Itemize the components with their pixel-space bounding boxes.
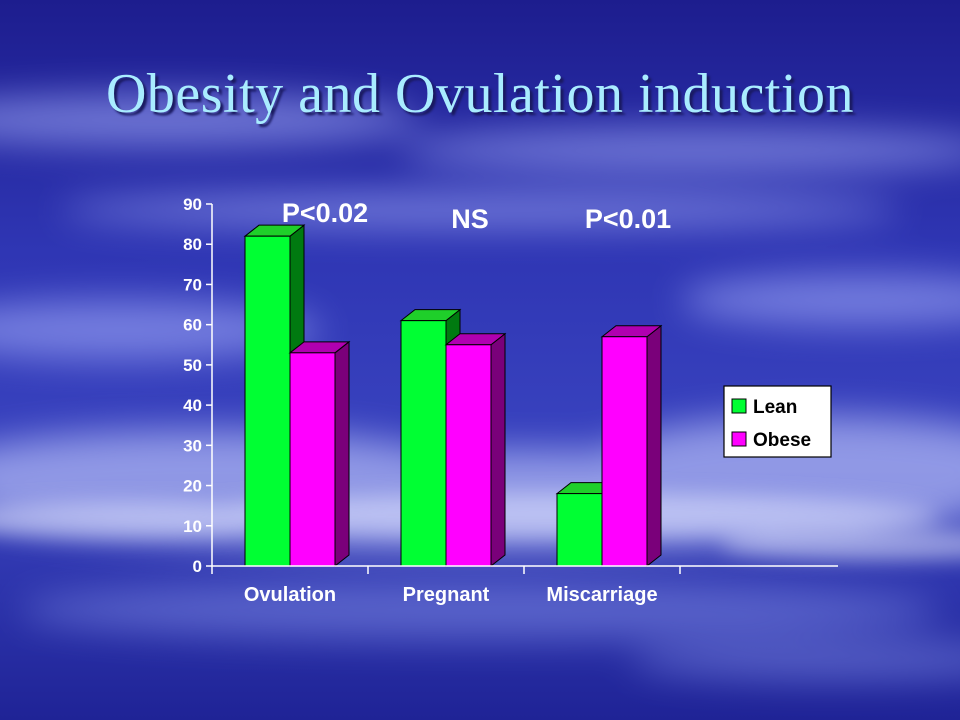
y-tick-label: 50 bbox=[183, 356, 202, 375]
bar-obese-ovulation bbox=[288, 340, 351, 568]
significance-label: P<0.02 bbox=[282, 198, 368, 228]
x-category-label: Pregnant bbox=[403, 584, 490, 606]
y-tick-label: 70 bbox=[183, 275, 202, 294]
legend-swatch bbox=[731, 398, 747, 414]
significance-label: P<0.01 bbox=[585, 204, 671, 234]
y-tick-label: 60 bbox=[183, 316, 202, 335]
slide-title: Obesity and Ovulation induction bbox=[105, 63, 855, 125]
bar-obese-miscarriage bbox=[600, 324, 663, 568]
legend-box bbox=[723, 385, 832, 458]
chart-legend: Lean Obese bbox=[723, 385, 832, 458]
legend-swatch bbox=[731, 431, 747, 447]
y-tick-label: 20 bbox=[183, 477, 202, 496]
significance-annotations: P<0.02 NS P<0.01 bbox=[282, 198, 671, 234]
y-tick-label: 30 bbox=[183, 436, 202, 455]
y-tick-label: 80 bbox=[183, 235, 202, 254]
legend-label: Obese bbox=[753, 430, 811, 451]
y-tick-label: 10 bbox=[183, 517, 202, 536]
x-category-label: Miscarriage bbox=[546, 584, 657, 606]
axes: 0 10 20 30 40 50 60 70 80 90 Ovulation Pregnant Misc… bbox=[183, 195, 838, 606]
y-tick-label: 0 bbox=[193, 557, 202, 576]
bar-obese-pregnant bbox=[444, 332, 507, 568]
significance-label: NS bbox=[451, 204, 489, 234]
x-category-label: Ovulation bbox=[244, 584, 336, 606]
legend-label: Lean bbox=[753, 397, 797, 418]
y-tick-label: 40 bbox=[183, 396, 202, 415]
plot-area bbox=[243, 224, 663, 568]
y-tick-label: 90 bbox=[183, 195, 202, 214]
